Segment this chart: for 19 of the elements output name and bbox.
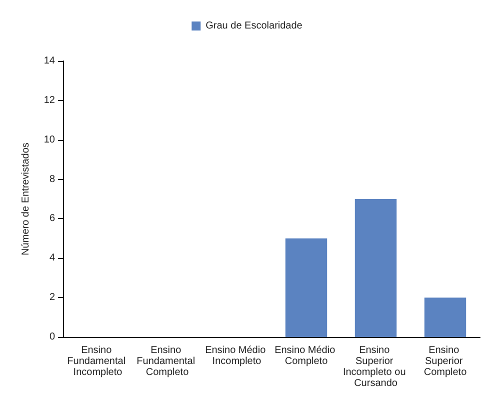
x-tick-label: Ensino Médio Incompleto — [205, 345, 268, 367]
bar — [354, 199, 397, 337]
x-tick-label: Ensino Fundamental Incompleto — [67, 345, 128, 378]
y-tick-label: 14 — [44, 56, 56, 66]
x-tick-label: Ensino Superior Completo — [424, 345, 468, 378]
x-tick-label: Ensino Superior Incompleto ou Cursando — [342, 345, 409, 389]
y-axis-title: Número de Entrevistados — [20, 142, 32, 256]
y-tick-label: 2 — [49, 292, 56, 304]
y-tick-label: 6 — [49, 213, 56, 224]
x-tick-label: Ensino Médio Completo — [274, 345, 338, 367]
y-tick-label: 10 — [44, 134, 56, 146]
y-tick-label: 4 — [49, 252, 56, 264]
y-tick-label: 8 — [49, 174, 56, 185]
bar — [285, 238, 328, 337]
legend-label: Grau de Escolaridade — [206, 20, 303, 32]
bar — [424, 298, 466, 337]
x-tick-label: Ensino Fundamental Completo — [136, 345, 198, 378]
y-tick-label: 0 — [49, 332, 56, 342]
y-tick-label: 12 — [44, 94, 56, 106]
